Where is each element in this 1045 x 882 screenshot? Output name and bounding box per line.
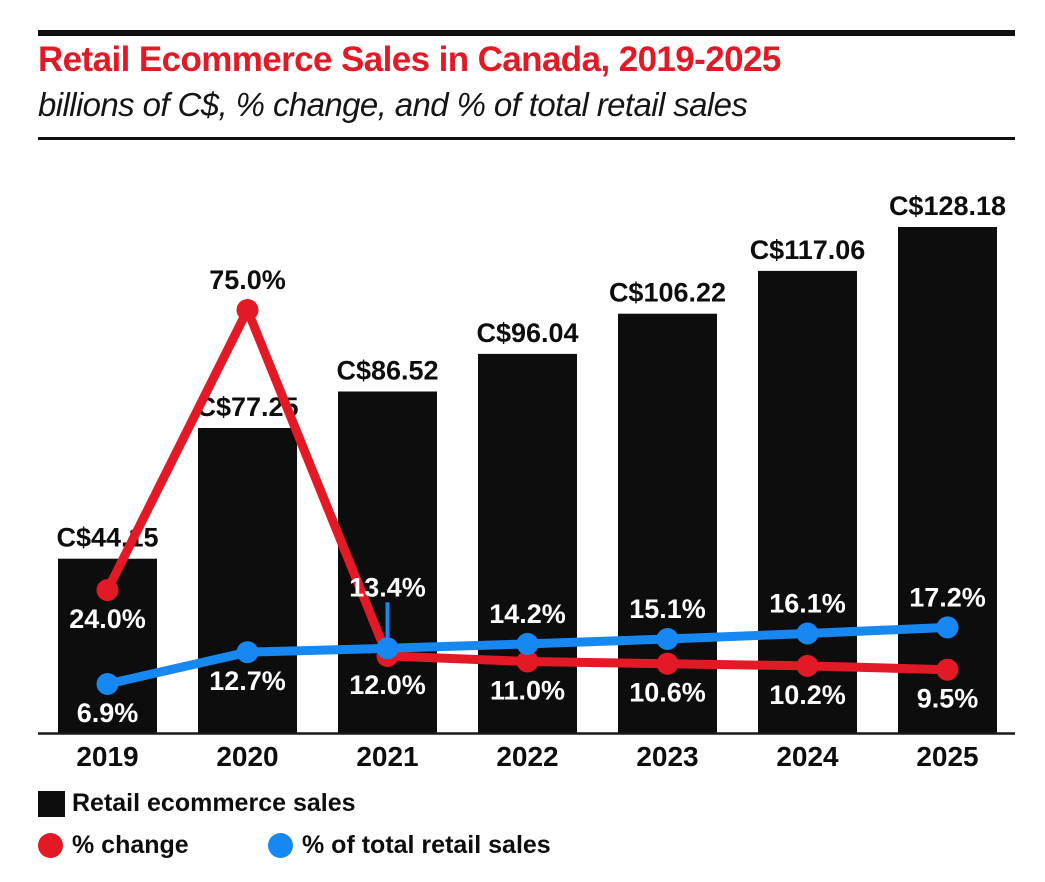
- subtitle-rule: [38, 137, 1015, 140]
- bar-2025: [898, 227, 997, 733]
- legend-label-retail-ecommerce-sales: Retail ecommerce sales: [72, 789, 356, 817]
- bar-value-label-2025: C$128.18: [889, 191, 1006, 221]
- pct-change-point-2022: [516, 650, 539, 673]
- pct-of-total-retail-sales-point-label-2022: 14.2%: [489, 599, 566, 629]
- pct-of-total-retail-sales-point-2021: [376, 637, 399, 660]
- legend-item-retail-ecommerce-sales: Retail ecommerce sales: [38, 789, 356, 818]
- x-tick-label-2021: 2021: [356, 741, 418, 772]
- pct-of-total-retail-sales-point-2024: [796, 622, 819, 645]
- pct-of-total-retail-sales-point-2025: [936, 616, 959, 639]
- pct-change-point-label-2019: 24.0%: [69, 604, 146, 634]
- pct-of-total-retail-sales-point-2020: [236, 641, 259, 664]
- pct-change-point-label-2023: 10.6%: [629, 678, 706, 708]
- x-tick-label-2023: 2023: [636, 741, 698, 772]
- legend-swatch-blue-dot-icon: [268, 833, 293, 858]
- legend-swatch-red-dot-icon: [38, 833, 63, 858]
- pct-change-point-label-2025: 9.5%: [917, 684, 979, 714]
- pct-of-total-retail-sales-point-label-2023: 15.1%: [629, 594, 706, 624]
- legend-label-pct-change: % change: [72, 831, 189, 859]
- legend-item-pct-change: % change: [38, 831, 189, 860]
- pct-of-total-retail-sales-point-label-2020: 12.7%: [209, 666, 286, 696]
- pct-of-total-retail-sales-point-2023: [656, 628, 679, 650]
- x-tick-label-2020: 2020: [216, 741, 278, 772]
- pct-of-total-retail-sales-point-2019: [96, 673, 119, 695]
- legend-item-pct-of-total-retail-sales: % of total retail sales: [268, 831, 551, 860]
- pct-change-point-label-2024: 10.2%: [769, 680, 846, 710]
- bar-value-label-2023: C$106.22: [609, 278, 726, 308]
- bar-value-label-2024: C$117.06: [750, 235, 866, 265]
- bar-value-label-2022: C$96.04: [476, 318, 578, 348]
- top-rule: [38, 30, 1015, 36]
- pct-of-total-retail-sales-point-label-2025: 17.2%: [909, 582, 986, 612]
- pct-of-total-retail-sales-point-2022: [516, 632, 539, 655]
- bar-2021: [338, 391, 437, 733]
- x-tick-label-2025: 2025: [916, 741, 978, 772]
- legend-label-pct-of-total-retail-sales: % of total retail sales: [302, 831, 551, 859]
- pct-change-point-label-2020: 75.0%: [209, 265, 286, 295]
- pct-change-point-label-2022: 11.0%: [490, 676, 565, 706]
- pct-change-point-label-2021: 12.0%: [349, 670, 426, 700]
- pct-change-point-2020: [236, 299, 259, 321]
- pct-of-total-retail-sales-point-label-2019: 6.9%: [77, 698, 139, 728]
- pct-change-point-2019: [96, 579, 119, 602]
- legend-swatch-bar-icon: [38, 790, 65, 817]
- bar-2020: [198, 428, 297, 733]
- chart-title: Retail Ecommerce Sales in Canada, 2019-2…: [38, 40, 781, 79]
- pct-of-total-retail-sales-point-label-2024: 16.1%: [769, 589, 846, 619]
- x-tick-label-2022: 2022: [496, 741, 558, 772]
- pct-of-total-retail-sales-point-label-2021: 13.4%: [349, 572, 426, 602]
- x-tick-label-2024: 2024: [776, 741, 839, 772]
- pct-change-point-2025: [936, 658, 959, 681]
- pct-change-point-2023: [656, 652, 679, 675]
- pct-change-point-2024: [796, 654, 819, 677]
- chart-subtitle: billions of C$, % change, and % of total…: [38, 86, 748, 123]
- x-tick-label-2019: 2019: [76, 741, 138, 772]
- bar-value-label-2021: C$86.52: [336, 356, 438, 386]
